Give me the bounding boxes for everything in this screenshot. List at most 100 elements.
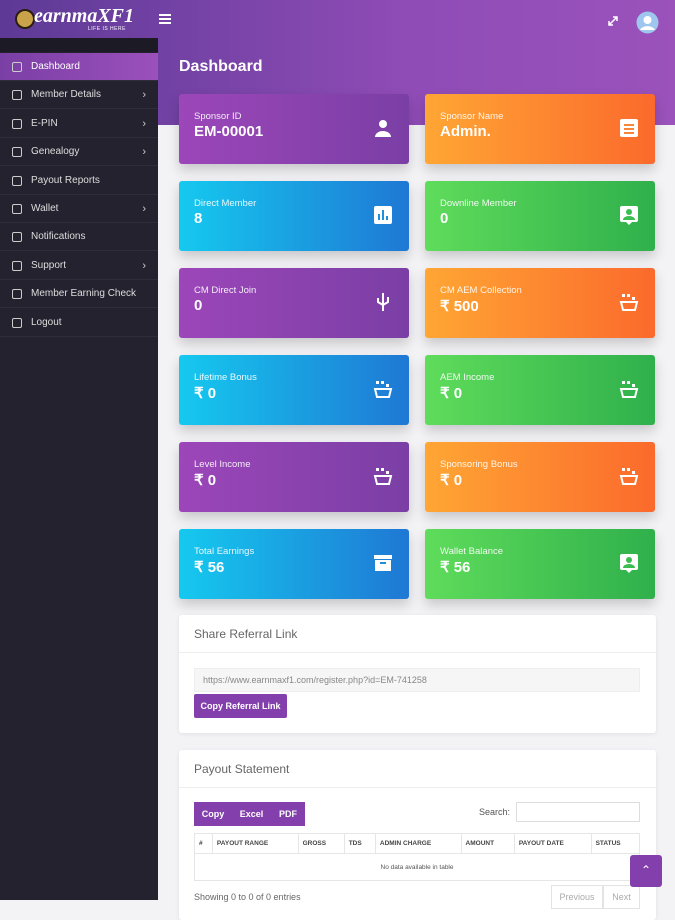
menu-item[interactable]: Wallet › (0, 195, 158, 223)
card-icon (619, 381, 639, 398)
menu-icon (12, 90, 22, 101)
menu-item[interactable]: Member Earning Check (0, 280, 158, 309)
copy-button[interactable]: Copy Referral Link (194, 694, 287, 718)
menu-toggle[interactable] (159, 13, 172, 25)
stat-card: Sponsor ID EM-00001 (179, 94, 409, 164)
menu-item[interactable]: Support › (0, 252, 158, 280)
empty-row: No data available in table (194, 853, 640, 881)
export-button[interactable]: PDF (271, 802, 305, 826)
menu-item[interactable]: Dashboard (0, 53, 158, 81)
card-icon (373, 468, 393, 485)
stat-card: Sponsoring Bonus ₹ 0 (425, 442, 655, 512)
payout-panel: Payout Statement Search: # PAYOUT RANGE GR… (179, 750, 656, 920)
stat-card: Direct Member 8 (179, 181, 409, 251)
card-label: Sponsor ID (194, 111, 242, 122)
menu-icon (12, 62, 22, 72)
logo[interactable]: earnmaXF1 LIFE IS HERE (0, 0, 158, 38)
column-header[interactable]: PAYOUT RANGE (211, 833, 299, 854)
card-value: 0 (194, 297, 203, 314)
menu-item[interactable]: Notifications (0, 223, 158, 252)
card-icon (377, 293, 389, 311)
referral-panel: Share Referral Link https://www.earnmaxf… (179, 615, 656, 733)
column-header[interactable]: GROSS (297, 833, 345, 854)
card-icon (374, 555, 392, 571)
menu-label: Support (31, 259, 67, 271)
column-header[interactable]: PAYOUT DATE (513, 833, 592, 854)
card-value: 0 (440, 210, 449, 227)
card-icon (619, 468, 639, 485)
menu-icon (12, 317, 22, 328)
menu-arrow: › (142, 203, 146, 215)
search-input[interactable] (516, 802, 640, 822)
card-label: Wallet Balance (440, 546, 504, 557)
menu-label: Notifications (31, 231, 86, 243)
table-info: Showing 0 to 0 of 0 entries (194, 892, 301, 902)
panel-title: Share Referral Link (194, 627, 298, 641)
card-label: Direct Member (194, 198, 257, 209)
menu-item[interactable]: Member Details › (0, 81, 158, 110)
logo-text: earnmaXF1 (34, 5, 135, 27)
scroll-top[interactable]: ⌃ (630, 855, 662, 887)
payout-table: # PAYOUT RANGE GROSS TDS ADMIN CHARGE AMOUNT P… (194, 833, 641, 881)
card-label: Sponsoring Bonus (440, 459, 518, 470)
card-icon (620, 119, 638, 137)
stat-card: Wallet Balance ₹ 56 (425, 529, 655, 599)
menu-icon (12, 204, 22, 214)
menu-label: Member Details (31, 89, 102, 101)
column-header[interactable]: AMOUNT (460, 833, 515, 854)
card-value: Admin. (440, 123, 491, 140)
fullscreen[interactable] (607, 15, 619, 27)
export-button[interactable]: Excel (232, 802, 271, 826)
avatar[interactable] (636, 11, 659, 34)
card-label: CM AEM Collection (440, 285, 522, 296)
card-label: AEM Income (440, 372, 495, 383)
card-icon (620, 554, 638, 573)
column-header[interactable]: STATUS (590, 833, 641, 854)
page-title: Dashboard (179, 58, 263, 75)
card-label: Level Income (194, 459, 251, 470)
stat-card: CM AEM Collection ₹ 500 (425, 268, 655, 338)
card-value: ₹ 0 (194, 472, 217, 489)
stat-card: Sponsor Name Admin. (425, 94, 655, 164)
column-header[interactable]: # (194, 833, 213, 854)
stat-card: Downline Member 0 (425, 181, 655, 251)
menu-label: Member Earning Check (31, 288, 137, 300)
card-label: CM Direct Join (194, 285, 257, 296)
column-header[interactable]: TDS (343, 833, 376, 854)
logo-icon (15, 9, 35, 29)
menu-icon (12, 118, 22, 129)
sidebar (0, 38, 158, 900)
page-button[interactable]: Next (603, 885, 640, 909)
card-value: ₹ 500 (440, 298, 479, 315)
menu-item[interactable]: Logout (0, 309, 158, 337)
card-value: 8 (194, 210, 203, 227)
menu-item[interactable]: Payout Reports (0, 167, 158, 195)
export-button[interactable]: Copy (194, 802, 232, 826)
card-value: ₹ 0 (194, 385, 217, 402)
card-value: ₹ 0 (440, 472, 463, 489)
menu-item[interactable]: Genealogy › (0, 138, 158, 167)
menu-label: E-PIN (31, 117, 58, 129)
menu-item[interactable]: E-PIN › (0, 110, 158, 138)
page-button[interactable]: Previous (551, 885, 603, 909)
referral-input[interactable]: https://www.earnmaxf1.com/register.php?i… (194, 668, 640, 692)
menu-icon (12, 147, 22, 158)
column-header[interactable]: ADMIN CHARGE (374, 833, 462, 854)
menu-arrow: › (142, 259, 146, 272)
card-icon (374, 206, 392, 224)
menu-icon (12, 232, 22, 243)
panel-title: Payout Statement (194, 762, 290, 776)
card-value: ₹ 0 (440, 385, 463, 402)
card-value: ₹ 56 (440, 559, 471, 576)
stat-card: CM Direct Join 0 (179, 268, 409, 338)
card-value: EM-00001 (194, 123, 264, 140)
menu-arrow: › (142, 117, 146, 130)
menu-icon (12, 289, 22, 300)
card-icon (373, 381, 393, 398)
search-label: Search: (479, 807, 511, 817)
stat-card: Lifetime Bonus ₹ 0 (179, 355, 409, 425)
tagline: LIFE IS HERE (88, 26, 126, 32)
card-icon (375, 120, 391, 137)
stat-card: AEM Income ₹ 0 (425, 355, 655, 425)
